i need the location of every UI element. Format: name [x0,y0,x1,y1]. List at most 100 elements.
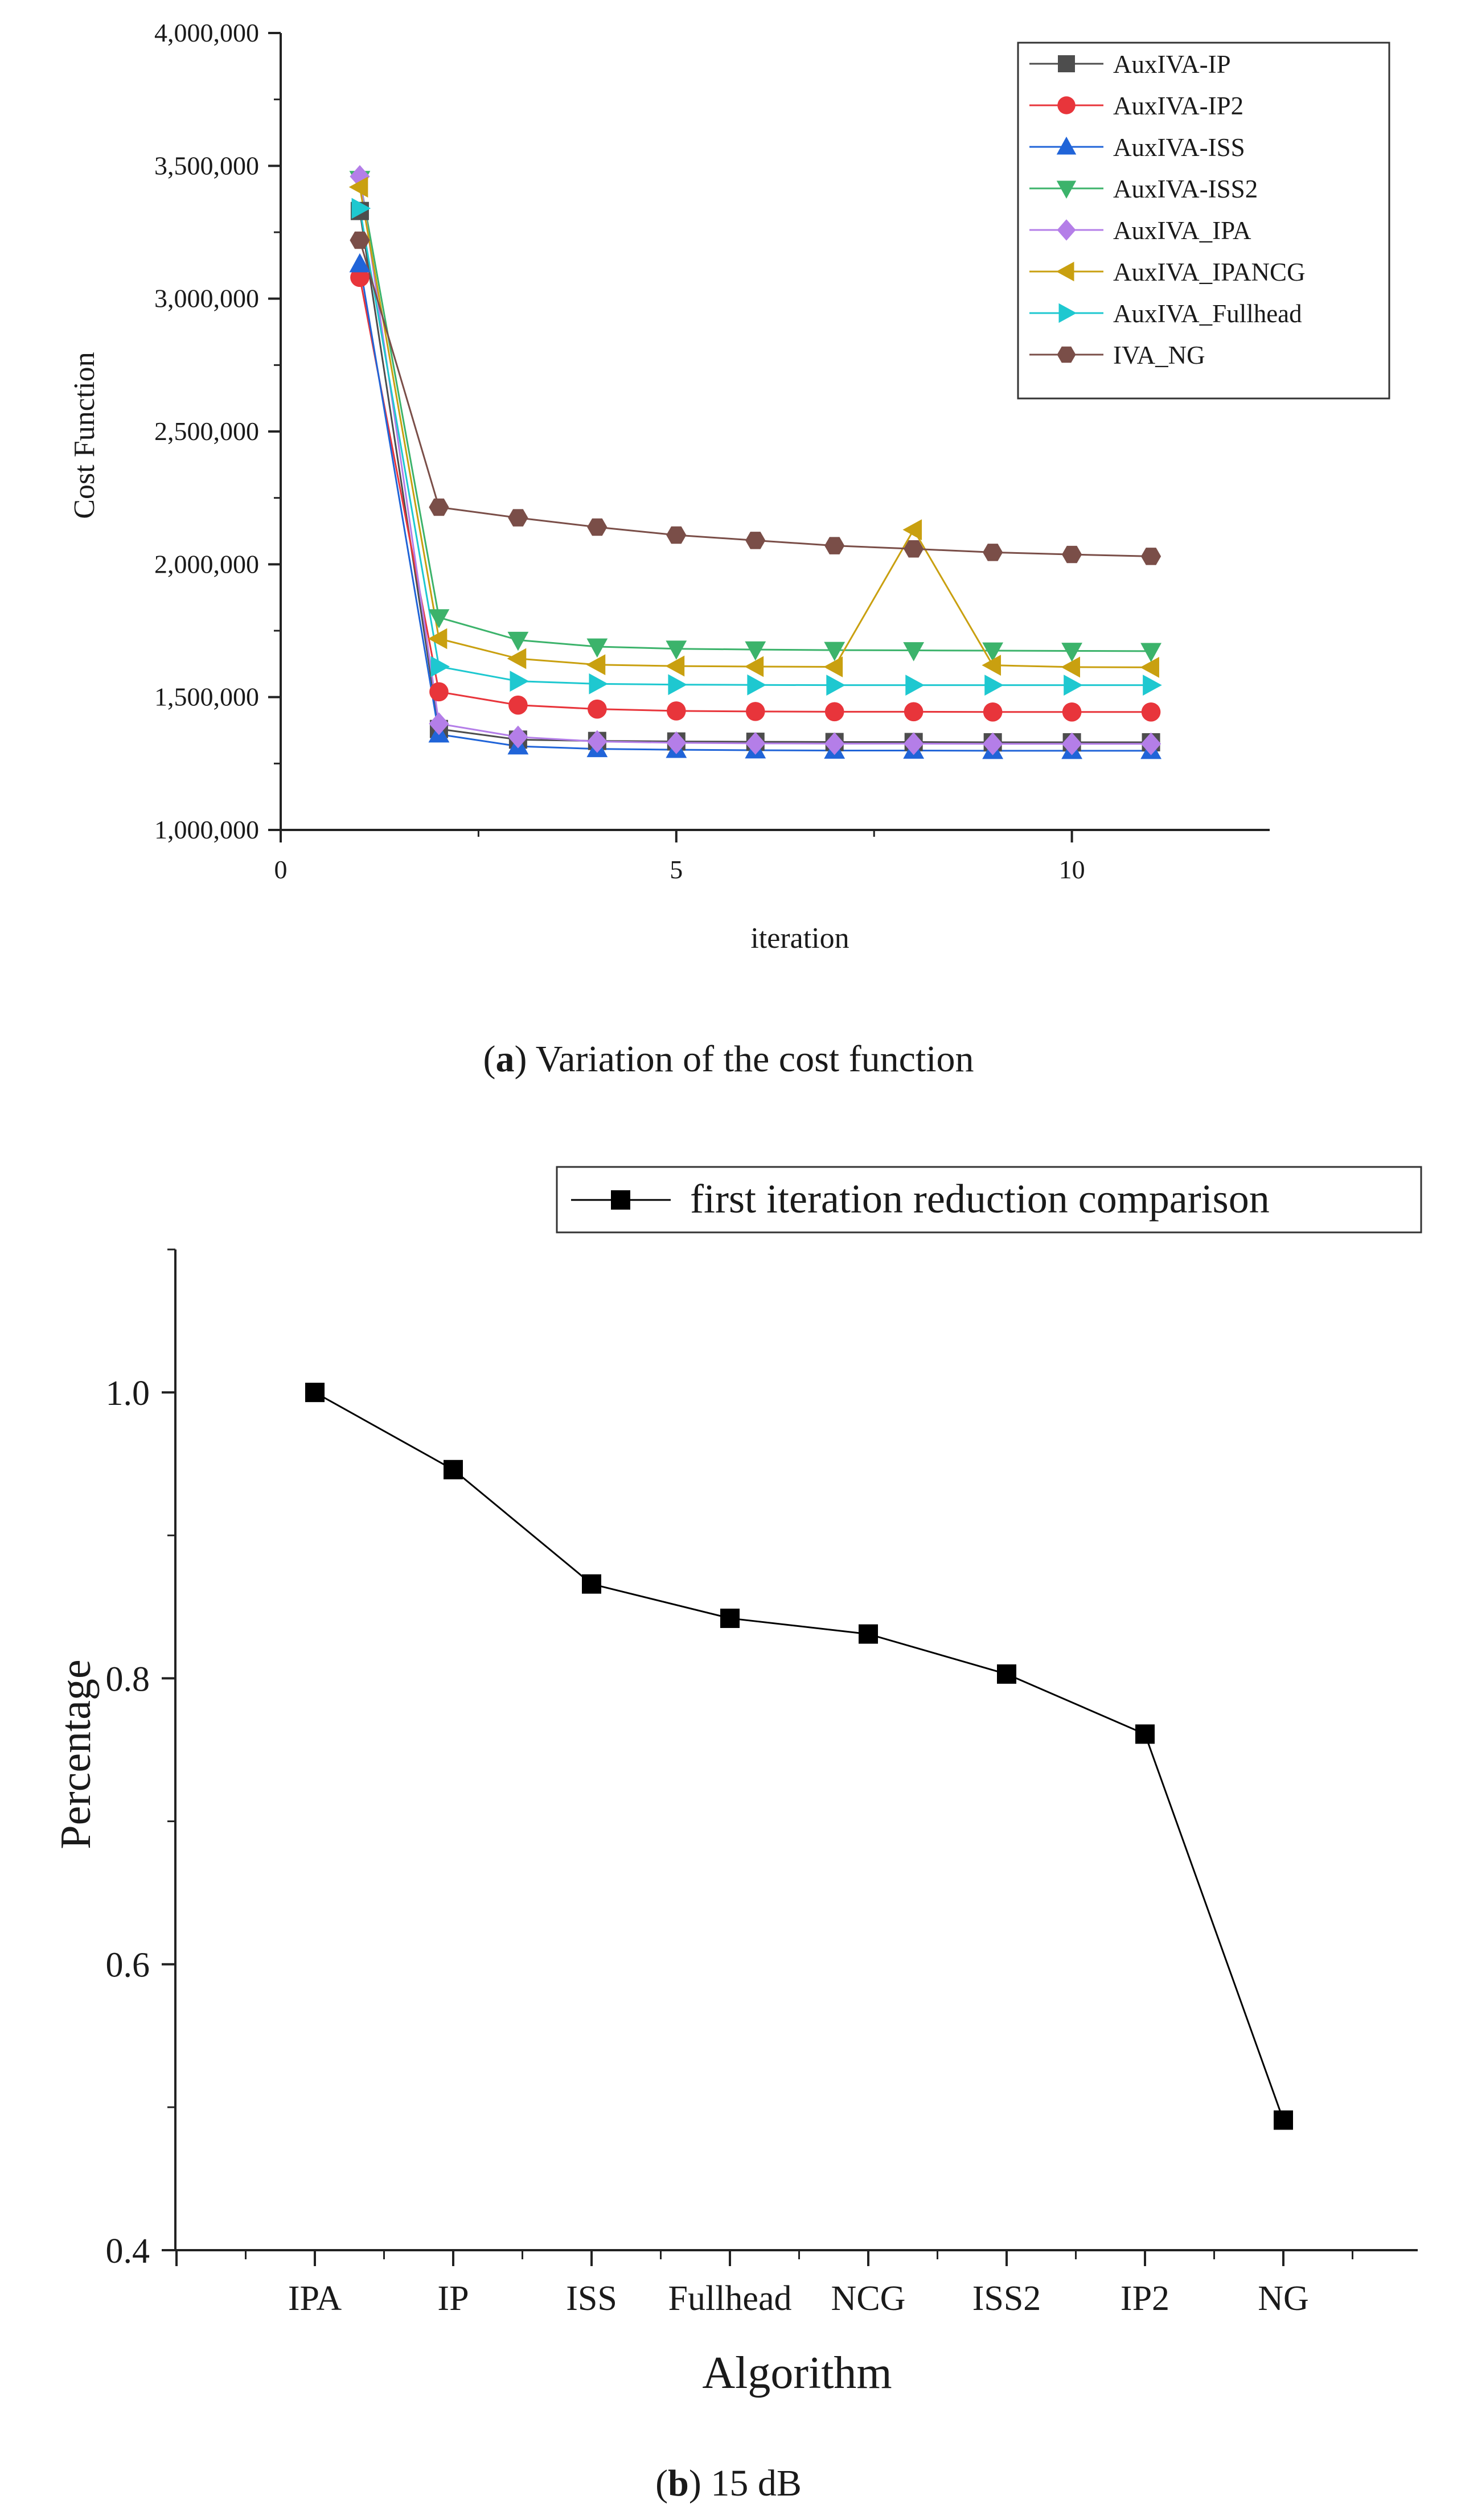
legend-item-auxiva-ipa: AuxIVA_IPA [1029,216,1251,245]
point-auxiva-iss2 [982,642,1004,662]
point-auxiva-iss [349,253,371,273]
point-auxiva-ipa [983,732,1003,755]
point-auxiva-iss2 [824,642,846,661]
legend-label: AuxIVA_Fullhead [1113,299,1302,328]
legend-frame [556,1166,1422,1234]
legend-label: AuxIVA_IPANCG [1113,258,1306,286]
legend-item-auxiva-ip: AuxIVA-IP [1029,50,1231,79]
point-auxiva-iss2 [507,631,529,651]
legend-item: first iteration reduction comparison [571,1176,1270,1222]
point-auxiva-ip2 [508,695,528,715]
y-tick-label: 0.4 [106,2232,150,2271]
point-auxiva-iss2 [1061,643,1082,662]
point-auxiva-ip2 [667,701,686,721]
point-auxiva-ipancg [507,648,527,669]
x-tick-label: IP [437,2279,469,2318]
x-tick-label: IP2 [1121,2279,1169,2318]
legend-label: AuxIVA-ISS2 [1113,175,1258,203]
cost-function-chart: 1,000,000 1,500,000 2,000,000 2,500,000 3,00… [68,18,1390,955]
legend: AuxIVA-IP AuxIVA-IP2 AuxIVA-ISS AuxIVA-ISS2… [1017,42,1390,400]
x-tick-label: ISS2 [972,2279,1041,2318]
legend-frame [1017,42,1390,400]
point-auxiva-ipancg [1140,657,1159,678]
point-auxiva-fullhead [510,671,530,692]
legend-marker [1057,96,1076,114]
point-auxiva-ip2 [1141,702,1161,722]
y-tick-label: 4,000,000 [154,18,259,47]
caption-b-label: b [668,2463,689,2504]
y-tick-label: 0.8 [106,1660,150,1699]
point-auxiva-iss2 [586,638,608,658]
data-point-fullhead [720,1608,740,1628]
point-auxiva-fullhead [905,675,925,696]
point-auxiva-fullhead [826,675,846,696]
point-auxiva-ipa [666,731,687,754]
point-auxiva-ipa [429,712,449,735]
legend-label: AuxIVA-ISS [1113,133,1245,162]
point-auxiva-ipa [1140,732,1162,755]
point-iva-ng [429,498,449,516]
point-auxiva-ip2 [350,268,370,287]
legend-label: AuxIVA-IP2 [1113,92,1243,120]
point-iva-ng [824,537,845,554]
x-tick-label: NCG [831,2279,906,2318]
y-tick-label: 2,000,000 [154,549,259,578]
legend-label: AuxIVA-IP [1113,50,1231,79]
point-auxiva-ipancg [744,656,764,677]
point-auxiva-fullhead [589,673,609,694]
point-iva-ng [350,231,370,249]
point-auxiva-ip2 [824,702,844,722]
point-auxiva-ipa [745,731,766,755]
point-auxiva-ipancg [586,654,606,676]
legend-marker [1056,137,1077,155]
legend-marker [1058,55,1075,72]
y-tick-label: 1,500,000 [154,683,259,712]
legend-label: first iteration reduction comparison [690,1176,1270,1222]
legend-marker [1057,219,1076,241]
point-auxiva-ip2 [1062,702,1082,722]
y-tick-label: 3,500,000 [154,151,259,180]
caption-b: (b) 15 dB [655,2463,802,2504]
data-point-iss [582,1574,601,1594]
data-point-ng [1274,2110,1293,2130]
legend-item-auxiva-iss: AuxIVA-ISS [1029,133,1245,162]
y-axis-label: Percentage [52,1659,100,1849]
point-iva-ng [745,532,766,549]
data-point-ipa [305,1383,325,1403]
point-auxiva-ipa [1062,732,1082,755]
point-iva-ng [983,544,1003,561]
legend-item-iva-ng: IVA_NG [1029,341,1205,369]
point-auxiva-ip2 [588,699,607,719]
x-tick-label: ISS [566,2279,617,2318]
data-point-iss2 [997,1664,1016,1684]
legend-item-auxiva-ipancg: AuxIVA_IPANCG [1029,258,1306,286]
x-tick-label: IPA [288,2279,342,2318]
point-auxiva-iss2 [745,641,766,661]
point-auxiva-ipa [508,725,528,749]
point-auxiva-ip2 [983,702,1003,722]
point-auxiva-ipa [587,730,608,753]
point-auxiva-ipancg [1061,656,1080,678]
legend-marker [1058,303,1077,323]
point-auxiva-ipancg [902,519,922,541]
point-auxiva-ipancg [823,656,843,677]
data-point-ip2 [1135,1724,1155,1744]
point-auxiva-iss2 [903,642,925,661]
x-tick-label: 10 [1059,855,1085,884]
point-auxiva-fullhead [747,674,766,696]
point-auxiva-ip2 [745,702,765,721]
legend-item-auxiva-fullhead: AuxIVA_Fullhead [1029,299,1302,328]
point-auxiva-fullhead [1143,675,1162,696]
x-axis-label: Algorithm [702,2348,892,2398]
point-iva-ng [904,540,924,558]
point-auxiva-ipancg [982,655,1002,676]
x-tick-label: 5 [670,855,683,884]
point-auxiva-fullhead [668,674,687,696]
legend-label: IVA_NG [1113,341,1205,369]
legend-item-auxiva-iss2: AuxIVA-ISS2 [1029,175,1258,203]
point-auxiva-ip2 [904,702,924,722]
reduction-comparison-chart: 0.4 0.6 0.8 1.0 IPA IP ISS Fullhead NCG ISS2 IP2 NG… [52,1166,1422,2398]
point-auxiva-fullhead [984,675,1004,696]
legend-marker [1057,346,1076,363]
caption-b-text: 15 dB [711,2463,802,2504]
